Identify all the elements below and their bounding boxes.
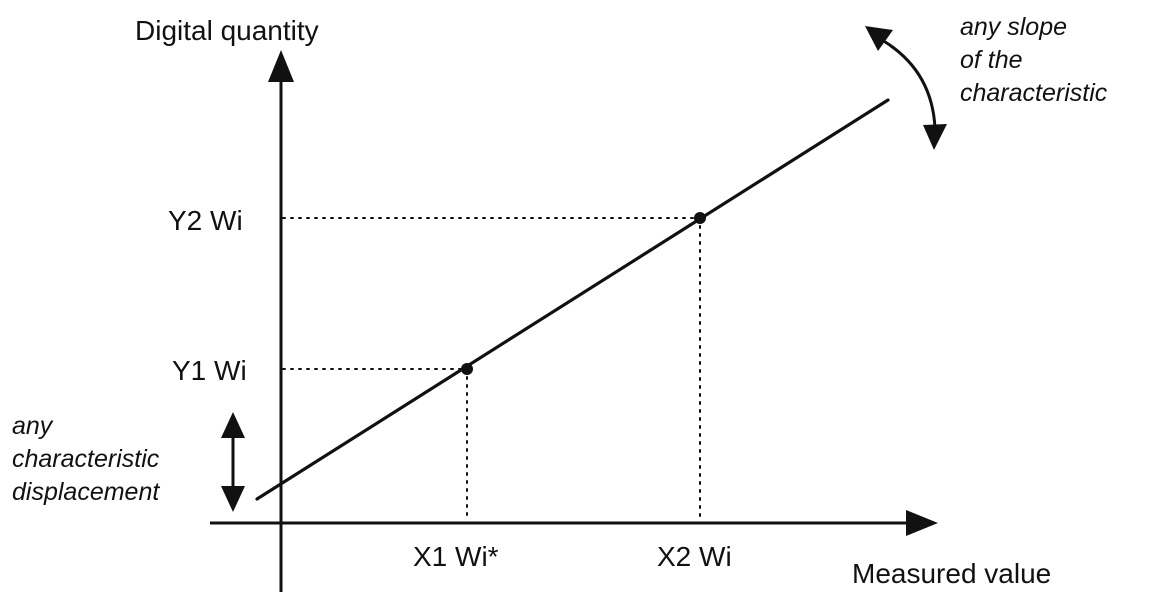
slope-arc [881, 38, 937, 129]
displacement-text-line-2: characteristic [12, 445, 160, 473]
point-2 [694, 212, 706, 224]
y1-label: Y1 Wi [172, 355, 247, 386]
displacement-arrow-up-icon [221, 412, 245, 438]
slope-text-line-1: any slope [960, 13, 1067, 41]
slope-arrow-top-icon [865, 26, 893, 51]
point-1 [461, 363, 473, 375]
slope-text-line-3: characteristic [960, 79, 1108, 107]
x-axis [210, 510, 938, 536]
slope-curved-arrow-icon [865, 26, 947, 150]
y-axis [268, 50, 294, 592]
displacement-double-arrow-icon [221, 412, 245, 512]
characteristic-line [255, 98, 890, 501]
displacement-text-line-3: displacement [12, 478, 160, 506]
x2-label: X2 Wi [657, 541, 732, 572]
y-axis-arrow-icon [268, 50, 294, 82]
y2-label: Y2 Wi [168, 205, 243, 236]
displacement-arrow-down-icon [221, 486, 245, 512]
x-axis-title: Measured value [852, 558, 1051, 589]
displacement-text-line-1: any [12, 412, 54, 440]
x1-label: X1 Wi* [413, 541, 499, 572]
x-axis-arrow-icon [906, 510, 938, 536]
slope-text-line-2: of the [960, 46, 1023, 74]
projection-lines [282, 217, 701, 521]
slope-arrow-bottom-icon [923, 124, 947, 150]
y-axis-title: Digital quantity [135, 15, 319, 46]
